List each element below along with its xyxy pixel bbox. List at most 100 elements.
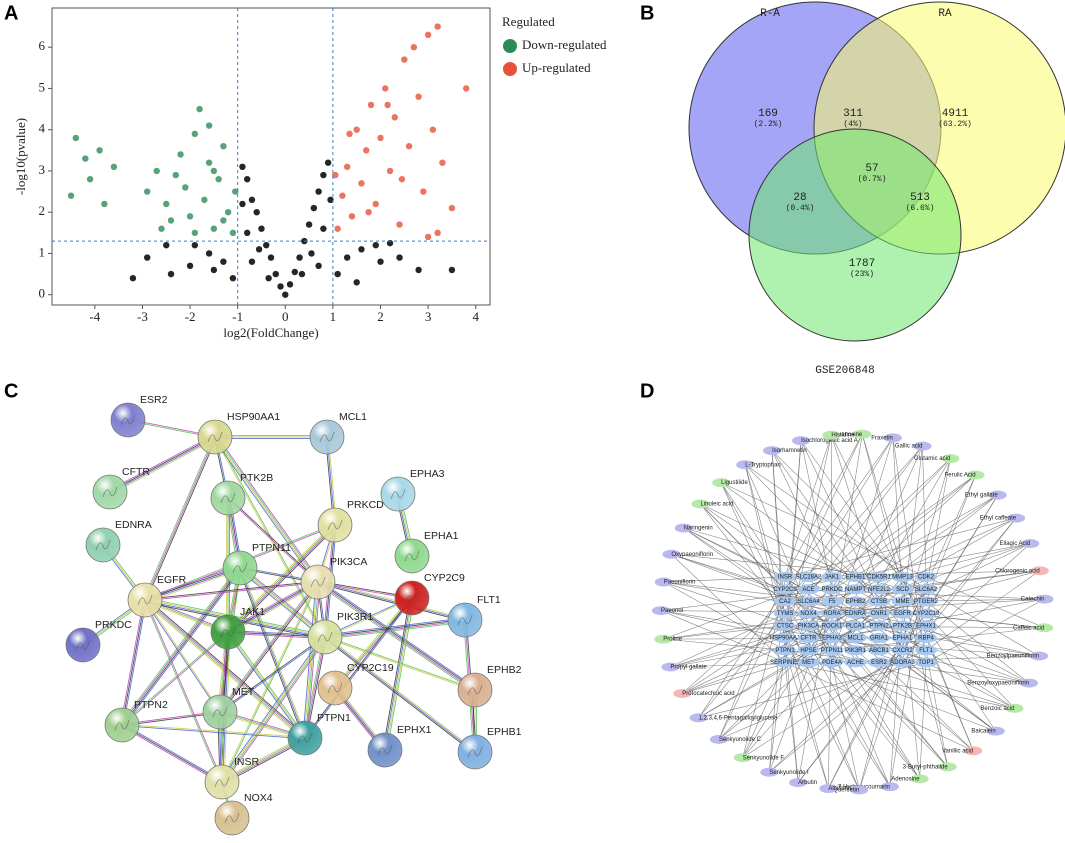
data-point	[353, 126, 360, 133]
link-edge	[700, 503, 903, 602]
interaction-edge	[122, 723, 306, 738]
compound-node	[712, 478, 731, 488]
link-edge	[784, 662, 1015, 709]
data-point	[339, 192, 346, 199]
target-label: CYP2C19	[913, 611, 940, 617]
legend-label: Up-regulated	[522, 60, 591, 75]
compound-node	[966, 470, 985, 480]
interaction-edge	[226, 632, 305, 740]
data-point	[348, 213, 356, 220]
target-label: ABCB1	[869, 648, 889, 654]
target-node	[821, 657, 843, 668]
target-node	[844, 633, 867, 643]
data-point	[334, 225, 341, 232]
link-edge	[925, 650, 948, 767]
protein-structure	[75, 639, 91, 651]
link-edge	[720, 482, 927, 578]
compound-label: Baicalein	[971, 729, 995, 735]
data-point	[220, 217, 227, 224]
region-percent: (0.7%)	[858, 175, 887, 184]
target-node	[891, 657, 914, 668]
target-label: PTK2B	[893, 623, 912, 629]
target-label: SLC6A4	[797, 599, 820, 605]
data-point	[396, 254, 403, 261]
data-point	[243, 175, 251, 183]
target-label: EPHB2	[846, 599, 866, 605]
protein-label: EDNRA	[115, 519, 152, 531]
interaction-edge	[238, 569, 324, 639]
link-edge	[902, 474, 976, 639]
interaction-edge	[227, 631, 306, 739]
data-point	[253, 208, 260, 216]
data-point	[367, 101, 375, 109]
target-label: EDNRA	[845, 611, 866, 617]
compound-node	[654, 577, 673, 587]
region-percent: (63.2%)	[938, 120, 972, 129]
link-edge	[744, 464, 833, 663]
compound-label: Gallic acid	[895, 444, 923, 450]
interaction-edge	[386, 598, 415, 751]
data-point	[346, 130, 353, 138]
target-node	[915, 633, 937, 643]
link-edge	[925, 598, 1045, 663]
protein-label: PTPN11	[252, 542, 291, 554]
compound-node	[652, 606, 671, 616]
interaction-edge	[222, 582, 320, 783]
protein-structure	[214, 776, 230, 788]
compound-node	[988, 490, 1007, 500]
region-percent: (0.4%)	[786, 204, 815, 213]
link-edge	[663, 576, 786, 583]
protein-label: PTK2B	[240, 472, 273, 484]
region-count: 57	[865, 163, 878, 175]
interaction-edge	[325, 621, 466, 640]
data-point	[177, 151, 184, 158]
protein-structure	[220, 492, 236, 504]
data-point	[167, 217, 175, 224]
target-label: CA2	[779, 599, 791, 605]
link-edge	[784, 601, 891, 787]
protein-structure	[114, 719, 130, 731]
interaction-edge	[220, 637, 326, 713]
compound-label: Ethyl caffeate	[980, 516, 1017, 522]
target-label: CYP2C9	[773, 587, 797, 593]
interaction-edge	[143, 600, 222, 783]
protein-label: EPHA1	[424, 530, 459, 542]
region-percent: (2.2%)	[754, 120, 783, 129]
link-edge	[744, 464, 786, 639]
data-point	[215, 175, 222, 183]
target-node	[915, 608, 937, 619]
target-label: SERPINE1	[770, 660, 800, 666]
target-label: EPHA3	[822, 636, 842, 642]
protein-structure	[310, 576, 326, 588]
interaction-edge	[239, 567, 306, 739]
target-label: PTPN1	[775, 648, 795, 654]
data-point	[377, 134, 384, 142]
target-node	[891, 596, 914, 607]
target-label: SCD	[896, 587, 909, 593]
interaction-edge	[122, 568, 241, 726]
data-point	[110, 163, 118, 171]
compound-label: Protocatechuic acid	[682, 691, 734, 697]
compound-label: Senkyunolide F	[743, 755, 785, 761]
target-label: SLC6A2	[915, 587, 938, 593]
interaction-edge	[324, 636, 476, 753]
compound-label: Ferulic Acid	[945, 473, 976, 479]
compound-label: L-Tryptophan	[745, 462, 780, 468]
target-node	[891, 572, 914, 582]
data-point	[324, 159, 332, 166]
target-node	[821, 608, 843, 619]
link-edge	[925, 613, 1015, 709]
protein-structure	[95, 539, 111, 551]
target-node	[915, 645, 937, 656]
interaction-edge	[144, 600, 220, 713]
interaction-edge	[383, 597, 412, 750]
protein-structure	[317, 631, 333, 643]
link-edge	[784, 650, 829, 789]
link-edge	[831, 434, 927, 626]
data-point	[386, 167, 394, 175]
compound-node	[913, 441, 932, 451]
region-count: 513	[910, 192, 930, 204]
protein-label: PRKDC	[95, 619, 132, 631]
compound-node	[760, 767, 779, 777]
target-node	[844, 657, 867, 668]
